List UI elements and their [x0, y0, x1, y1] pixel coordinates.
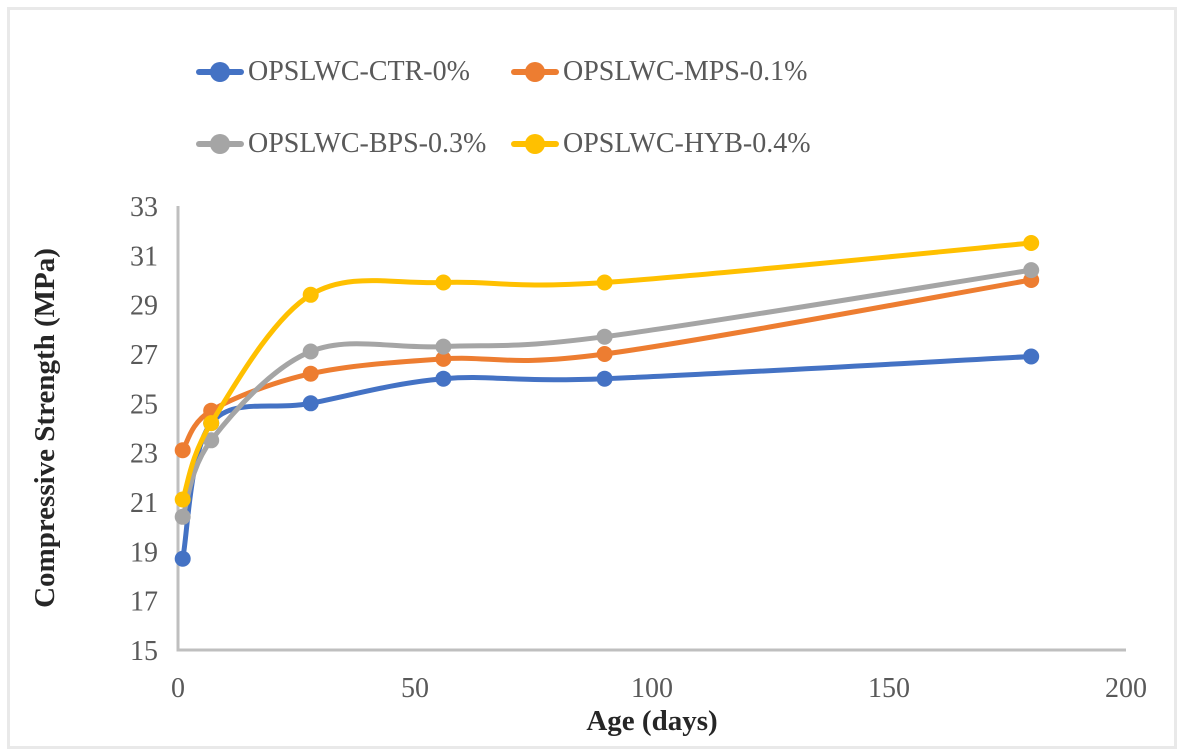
series-0-data-point-marker	[302, 395, 319, 412]
series-line-0	[180, 354, 1034, 562]
legend-marker-line-dot-icon	[196, 131, 244, 157]
y-tick-label: 15	[130, 636, 158, 667]
y-tick-label: 17	[130, 587, 158, 618]
series-2-data-point-marker	[174, 508, 191, 525]
series-1-data-point-marker	[174, 442, 191, 459]
series-2-data-point-marker	[203, 432, 220, 449]
series-2-data-point-marker	[435, 338, 452, 355]
y-tick-label: 33	[130, 192, 158, 223]
series-0-data-point-marker	[1023, 348, 1040, 365]
series-3-data-point-marker	[435, 274, 452, 291]
series-3-data-point-marker	[596, 274, 613, 291]
legend-label: OPSLWC-MPS-0.1%	[563, 56, 808, 87]
series-2-data-point-marker	[302, 343, 319, 360]
series-3-data-point-marker	[203, 415, 220, 432]
y-tick-label: 25	[130, 389, 158, 420]
x-tick-label: 150	[868, 673, 910, 704]
legend-item-bps: OPSLWC-BPS-0.3%	[196, 124, 486, 164]
x-tick-label: 100	[631, 673, 673, 704]
legend-label: OPSLWC-HYB-0.4%	[563, 128, 811, 159]
series-0-data-point-marker	[596, 370, 613, 387]
series-3-data-point-marker	[302, 286, 319, 303]
x-tick-label: 0	[171, 673, 185, 704]
legend-item-mps: OPSLWC-MPS-0.1%	[511, 52, 808, 92]
legend-label: OPSLWC-CTR-0%	[248, 56, 470, 87]
x-axis-title: Age (days)	[586, 705, 717, 737]
series-0-data-point-marker	[174, 550, 191, 567]
y-tick-label: 23	[130, 439, 158, 470]
series-3-data-point-marker	[174, 491, 191, 508]
y-tick-label: 29	[130, 291, 158, 322]
legend-item-hyb: OPSLWC-HYB-0.4%	[511, 124, 811, 164]
series-0-data-point-marker	[435, 370, 452, 387]
x-tick-label: 50	[401, 673, 429, 704]
y-tick-label: 31	[130, 241, 158, 272]
legend-item-ctr: OPSLWC-CTR-0%	[196, 52, 470, 92]
y-tick-label: 19	[130, 537, 158, 568]
y-tick-label: 27	[130, 340, 158, 371]
y-axis-title: Compressive Strength (MPa)	[29, 248, 61, 608]
series-2-data-point-marker	[596, 328, 613, 345]
legend-marker-line-dot-icon	[511, 59, 559, 85]
series-line-2	[180, 267, 1034, 520]
series-2-data-point-marker	[1023, 262, 1040, 279]
series-3-data-point-marker	[1023, 235, 1040, 251]
x-tick-label: 200	[1105, 673, 1147, 704]
series-1-data-point-marker	[435, 350, 452, 367]
legend-marker-line-dot-icon	[511, 131, 559, 157]
legend-marker-line-dot-icon	[196, 59, 244, 85]
legend-label: OPSLWC-BPS-0.3%	[248, 128, 487, 159]
series-1-data-point-marker	[302, 365, 319, 382]
series-1-data-point-marker	[596, 346, 613, 362]
axis-lines	[176, 206, 1126, 652]
y-tick-label: 21	[130, 488, 158, 519]
